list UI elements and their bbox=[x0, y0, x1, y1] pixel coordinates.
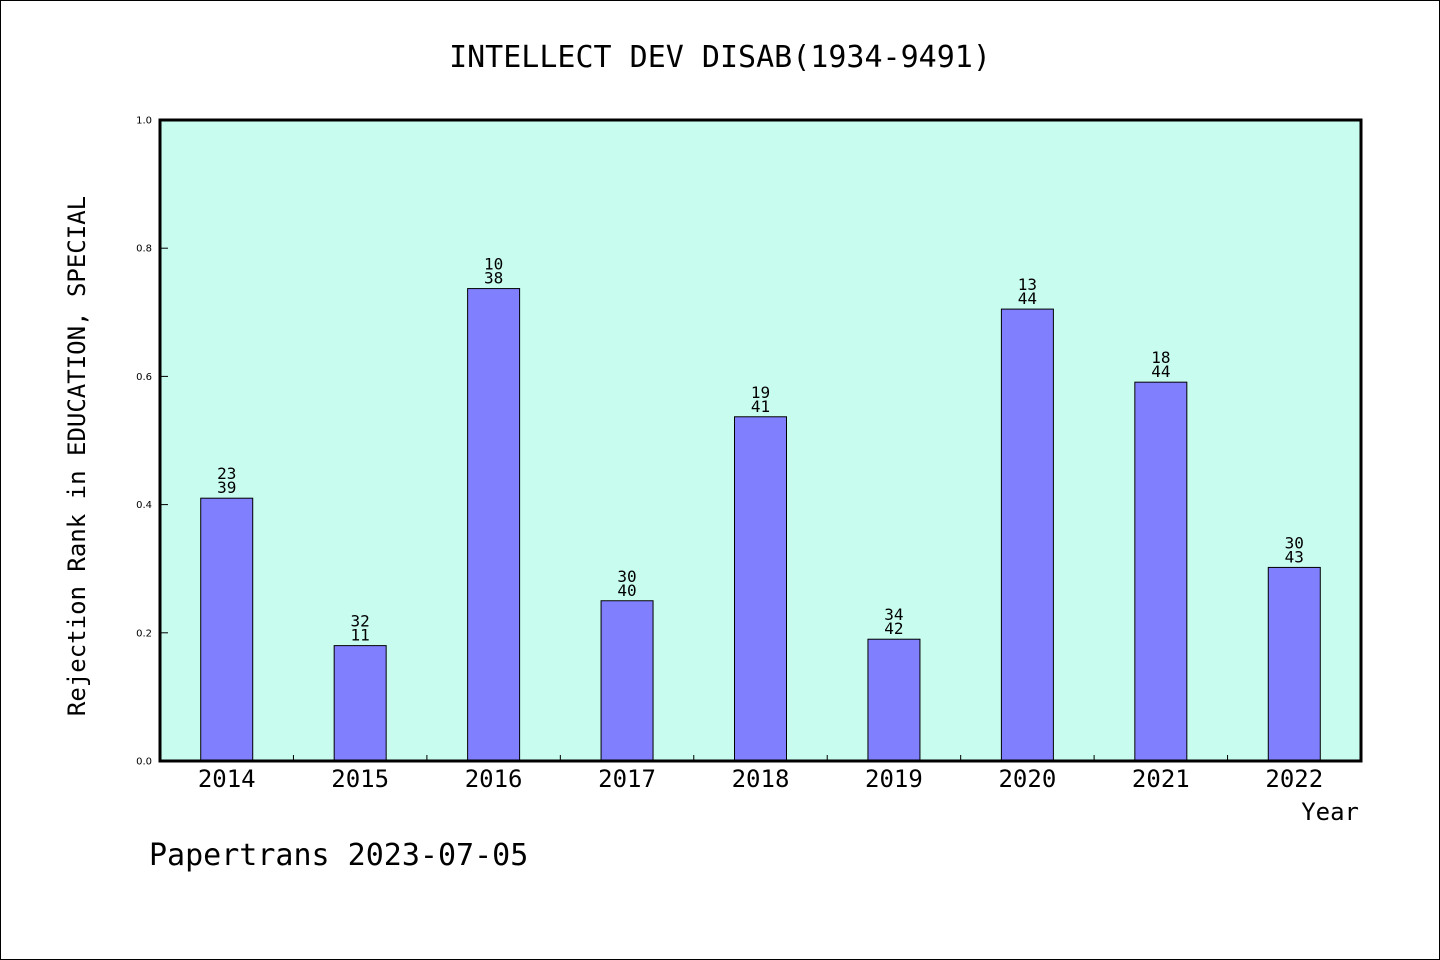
chart-title: INTELLECT DEV DISAB(1934-9491) bbox=[449, 40, 991, 75]
bar-label-bottom: 41 bbox=[751, 397, 770, 416]
x-tick-label: 2015 bbox=[331, 765, 389, 793]
x-tick-label: 2016 bbox=[465, 765, 523, 793]
bar-label-bottom: 38 bbox=[484, 269, 503, 288]
bar-label-top: 23 bbox=[217, 464, 236, 483]
bar-2022 bbox=[1267, 566, 1321, 762]
x-tick-label: 2017 bbox=[598, 765, 656, 793]
bar-label-bottom: 39 bbox=[217, 478, 236, 497]
bar-label-bottom: 44 bbox=[1018, 289, 1037, 308]
bar-label-bottom: 40 bbox=[617, 581, 636, 600]
bar-label-top: 30 bbox=[617, 567, 636, 586]
bar-label-bottom: 44 bbox=[1151, 362, 1170, 381]
x-axis: 2014 2015 2016 2017 2018 2019 2020 2021 2022 bbox=[198, 755, 1323, 793]
y-tick-label: 0.8 bbox=[136, 244, 152, 255]
bar-label-top: 13 bbox=[1018, 275, 1037, 294]
bar-2020 bbox=[1000, 308, 1054, 762]
y-axis: 0.0 0.2 0.4 0.6 0.8 1.0 bbox=[136, 116, 168, 768]
y-tick-label: 0.0 bbox=[136, 757, 152, 768]
x-tick-label: 2020 bbox=[998, 765, 1056, 793]
x-axis-title: Year bbox=[1301, 798, 1359, 826]
y-tick-label: 0.6 bbox=[136, 372, 152, 383]
bar-label-bottom: 11 bbox=[351, 626, 370, 645]
bar-2021 bbox=[1134, 381, 1188, 762]
bar-label-top: 30 bbox=[1285, 533, 1304, 552]
bar-label-bottom: 43 bbox=[1285, 547, 1304, 566]
x-tick-label: 2022 bbox=[1265, 765, 1323, 793]
bar-2017 bbox=[600, 600, 654, 762]
bar-2014 bbox=[200, 497, 254, 762]
x-tick-label: 2018 bbox=[732, 765, 790, 793]
footer-note: Papertrans 2023-07-05 bbox=[149, 838, 528, 873]
y-tick-label: 0.4 bbox=[136, 500, 152, 511]
bar-label-top: 32 bbox=[351, 612, 370, 631]
plot-border bbox=[158, 118, 1363, 763]
y-tick-label: 1.0 bbox=[136, 116, 152, 127]
x-tick-label: 2019 bbox=[865, 765, 923, 793]
y-axis-title: Rejection Rank in EDUCATION, SPECIAL bbox=[63, 196, 91, 716]
y-tick-label: 0.2 bbox=[136, 628, 152, 639]
x-tick-label: 2014 bbox=[198, 765, 256, 793]
x-tick-label: 2021 bbox=[1132, 765, 1190, 793]
bar-label-top: 19 bbox=[751, 383, 770, 402]
bar-2018 bbox=[734, 416, 787, 762]
bar-label-top: 10 bbox=[484, 255, 503, 274]
bars-group bbox=[200, 288, 1321, 762]
bar-2019 bbox=[867, 638, 921, 762]
bar-label-top: 18 bbox=[1151, 348, 1170, 367]
bar-2015 bbox=[333, 645, 387, 762]
bar-label-top: 34 bbox=[884, 605, 903, 624]
bar-2016 bbox=[467, 288, 521, 762]
bar-label-bottom: 42 bbox=[884, 619, 903, 638]
